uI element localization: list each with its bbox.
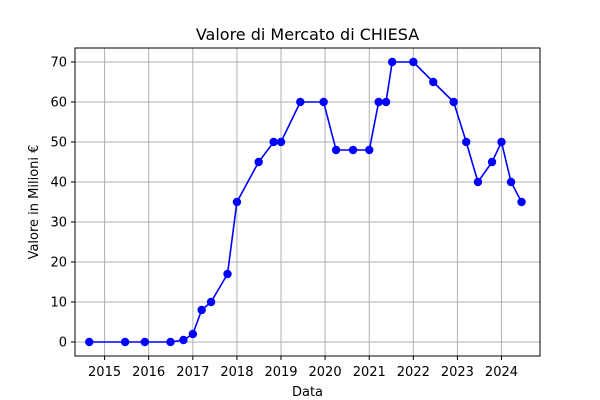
- x-tick-label: 2019: [264, 365, 297, 380]
- y-tick-label: 40: [50, 176, 67, 191]
- x-tick-label: 2022: [397, 365, 430, 380]
- axis-ticks: 2015 2016 2017 2018 2019 2020 2021 2022 2023 2024…: [50, 56, 518, 381]
- x-tick-label: 2023: [441, 365, 474, 380]
- data-point: [269, 137, 278, 147]
- y-tick-label: 70: [50, 56, 67, 71]
- data-point: [296, 97, 305, 107]
- y-tick-label: 30: [50, 216, 67, 231]
- data-point: [223, 269, 232, 279]
- data-point: [85, 337, 94, 347]
- data-point: [276, 137, 286, 147]
- data-point: [429, 77, 438, 87]
- data-point: [254, 157, 263, 167]
- data-point: [497, 137, 506, 147]
- data-point: [179, 335, 188, 345]
- x-tick-label: 2020: [309, 365, 342, 380]
- y-tick-label: 0: [59, 336, 67, 351]
- data-point: [319, 97, 328, 107]
- data-point: [487, 157, 497, 167]
- data-point: [449, 97, 458, 107]
- y-tick-label: 20: [50, 256, 67, 271]
- data-point: [374, 97, 383, 107]
- data-point: [506, 177, 516, 187]
- data-point: [462, 137, 471, 147]
- x-tick-label: 2017: [176, 365, 209, 380]
- x-tick-label: 2021: [353, 365, 386, 380]
- x-tick-label: 2018: [220, 365, 253, 380]
- y-tick-label: 50: [50, 136, 67, 151]
- data-point: [188, 329, 198, 339]
- data-point: [365, 145, 374, 155]
- y-tick-label: 60: [50, 96, 67, 111]
- data-point: [331, 145, 341, 155]
- data-point: [388, 57, 397, 67]
- data-point: [381, 97, 391, 107]
- y-tick-label: 10: [50, 296, 67, 311]
- data-point: [197, 305, 206, 315]
- data-point: [348, 145, 358, 155]
- series-line-group: [85, 57, 526, 347]
- x-tick-label: 2016: [132, 365, 165, 380]
- data-point: [409, 57, 418, 67]
- data-point: [473, 177, 483, 187]
- data-point: [120, 337, 130, 347]
- chart-title: Valore di Mercato di CHIESA: [196, 25, 419, 44]
- grid: [75, 48, 540, 356]
- data-point: [232, 197, 242, 207]
- y-axis-label: Valore in Milioni €: [27, 145, 42, 260]
- x-tick-label: 2015: [88, 365, 121, 380]
- x-axis-label: Data: [292, 385, 323, 400]
- data-point: [166, 337, 175, 347]
- x-tick-label: 2024: [485, 365, 518, 380]
- data-point: [206, 297, 216, 307]
- plot-frame: [74, 47, 541, 357]
- data-point: [517, 197, 526, 207]
- data-point: [140, 337, 149, 347]
